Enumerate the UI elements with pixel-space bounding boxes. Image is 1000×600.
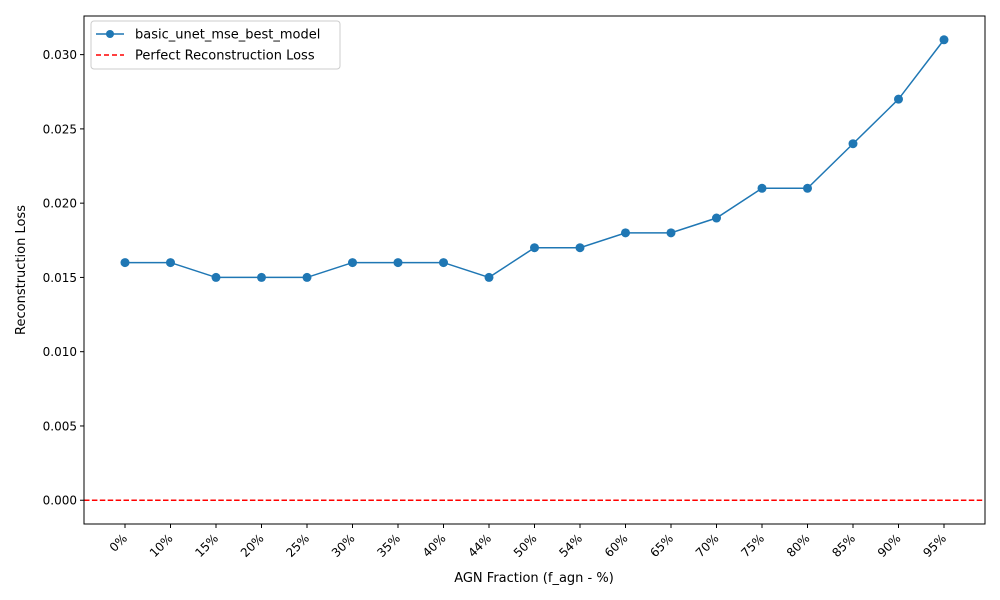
x-tick-label: 70% (693, 531, 722, 560)
x-tick-label: 30% (329, 531, 358, 560)
data-point (894, 94, 903, 104)
x-axis-label: AGN Fraction (f_agn - %) (454, 571, 614, 586)
y-tick-label: 0.005 (43, 419, 77, 433)
x-tick-label: 35% (374, 531, 403, 560)
data-point (575, 243, 585, 253)
x-tick-label: 65% (647, 531, 676, 560)
legend-box (90, 20, 341, 70)
series-line (125, 39, 945, 279)
data-point (666, 228, 676, 238)
data-point (939, 35, 949, 45)
x-tick-label: 20% (238, 531, 267, 560)
x-tick-label: 85% (829, 531, 858, 560)
data-point (302, 272, 312, 282)
data-point (848, 139, 858, 149)
x-tick-label: 44% (465, 531, 494, 560)
legend-series-marker (106, 30, 114, 38)
y-tick-label: 0.025 (43, 122, 77, 136)
x-tick-label: 0% (107, 531, 130, 554)
y-tick-label: 0.015 (43, 271, 77, 285)
x-tick-label: 90% (875, 531, 904, 560)
y-axis-label: Reconstruction Loss (14, 205, 29, 335)
plot-frame (83, 15, 986, 525)
x-tick-label: 10% (147, 531, 176, 560)
data-point (211, 272, 221, 282)
data-point (120, 258, 130, 268)
data-point (530, 243, 539, 253)
data-point (348, 258, 357, 268)
x-tick-label: 54% (556, 531, 585, 560)
data-point (439, 258, 448, 268)
legend: basic_unet_mse_best_model Perfect Recons… (90, 20, 341, 70)
data-point (393, 258, 403, 268)
y-tick-label: 0.000 (43, 494, 77, 508)
x-tick-label: 80% (784, 531, 813, 560)
data-point (166, 258, 175, 268)
y-tick-label: 0.020 (43, 197, 77, 211)
x-tick-label: 15% (192, 531, 221, 560)
data-point (484, 272, 494, 282)
legend-reference-label: Perfect Reconstruction Loss (135, 49, 315, 64)
y-tick-label: 0.030 (43, 48, 77, 62)
data-point (257, 272, 266, 282)
x-tick-label: 40% (420, 531, 449, 560)
x-tick-label: 25% (283, 531, 312, 560)
data-point (712, 213, 721, 223)
x-tick-label: 60% (602, 531, 631, 560)
x-tick-label: 75% (738, 531, 767, 560)
data-point (621, 228, 630, 238)
x-tick-label: 95% (920, 531, 949, 560)
x-tick-label: 50% (511, 531, 540, 560)
data-point (757, 183, 767, 193)
y-tick-label: 0.010 (43, 345, 77, 359)
data-point (803, 183, 812, 193)
legend-series-label: basic_unet_mse_best_model (135, 28, 320, 43)
